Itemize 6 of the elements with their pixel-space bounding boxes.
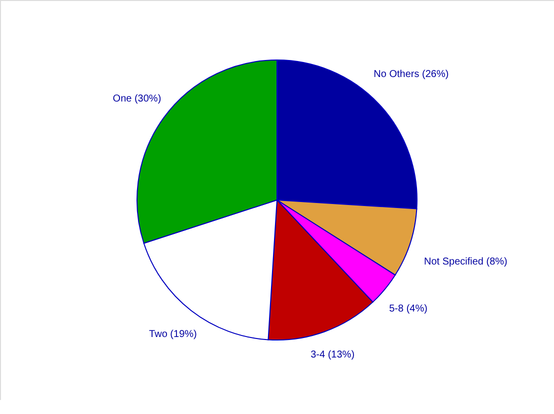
slice-label: 5-8 (4%) bbox=[389, 304, 428, 315]
slice-label: Two (19%) bbox=[149, 329, 197, 340]
slice-label: No Others (26%) bbox=[374, 68, 449, 80]
slice-label: 3-4 (13%) bbox=[310, 349, 355, 360]
slice-label: One (30%) bbox=[112, 93, 162, 104]
slice-label: Not Specified (8%) bbox=[424, 256, 508, 268]
